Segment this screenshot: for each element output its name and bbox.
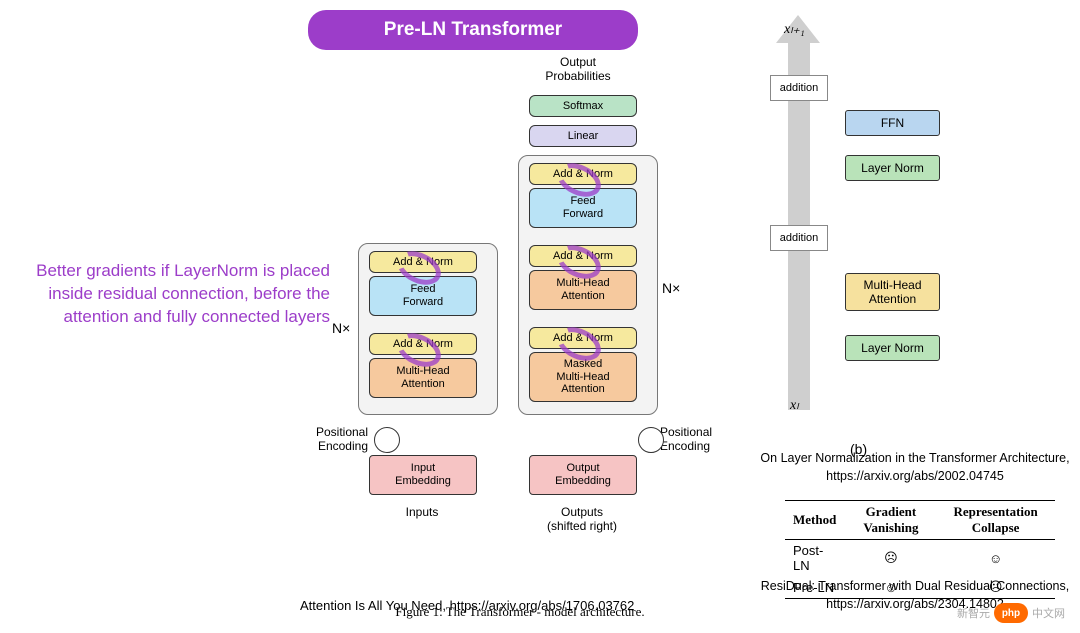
inputs-label: Inputs [372, 505, 472, 519]
watermark: 新智元 php 中文网 [957, 603, 1065, 623]
dec-ff: Feed Forward [529, 188, 637, 228]
watermark-text2: 中文网 [1032, 605, 1065, 621]
citation-attention: Attention Is All You Need, https://arxiv… [300, 598, 634, 613]
layernorm-bottom: Layer Norm [845, 335, 940, 361]
addition-top: addition [770, 75, 828, 101]
pos-enc-left: Positional Encoding [288, 425, 368, 453]
watermark-text1: 新智元 [957, 605, 990, 621]
cell-method-0: Post-LN [785, 540, 846, 577]
th-rep: Representation Collapse [936, 501, 1055, 540]
enc-mha: Multi-Head Attention [369, 358, 477, 398]
attention-link[interactable]: https://arxiv.org/abs/1706.03762 [450, 598, 635, 613]
enc-addnorm-1: Add & Norm [369, 251, 477, 273]
output-prob-label: Output Probabilities [528, 55, 628, 83]
dec-mha: Multi-Head Attention [529, 270, 637, 310]
transformer-diagram: Output Probabilities Softmax Linear Add … [340, 55, 690, 585]
th-method: Method [785, 501, 846, 540]
preln-block-diagram: xₗ₊₁ xₗ addition FFN Layer Norm addition… [770, 15, 970, 435]
nx-decoder: N× [662, 280, 680, 296]
th-grad: Gradient Vanishing [846, 501, 937, 540]
mha-block: Multi-Head Attention [845, 273, 940, 311]
attention-title: Attention Is All You Need, [300, 598, 450, 613]
pe-circle-left [374, 427, 400, 453]
enc-ff: Feed Forward [369, 276, 477, 316]
ffn-block: FFN [845, 110, 940, 136]
side-caption: Better gradients if LayerNorm is placed … [20, 260, 330, 329]
dec-addnorm-2: Add & Norm [529, 245, 637, 267]
dec-addnorm-1: Add & Norm [529, 163, 637, 185]
nx-encoder: N× [332, 320, 350, 336]
layernorm-top: Layer Norm [845, 155, 940, 181]
table-row: Post-LN ☹ ☺ [785, 540, 1055, 577]
pos-enc-right: Positional Encoding [660, 425, 740, 453]
softmax-block: Softmax [529, 95, 637, 117]
cell-grad-0: ☹ [846, 540, 937, 577]
dec-addnorm-3: Add & Norm [529, 327, 637, 349]
title-badge: Pre-LN Transformer [308, 10, 638, 50]
input-embedding: Input Embedding [369, 455, 477, 495]
cell-rep-0: ☺ [936, 540, 1055, 577]
residual-title: ResiDual: Transformer with Dual Residual… [761, 579, 1069, 593]
php-badge-icon: php [994, 603, 1028, 623]
addition-bottom: addition [770, 225, 828, 251]
x-l-plus-1: xₗ₊₁ [784, 21, 805, 38]
enc-addnorm-2: Add & Norm [369, 333, 477, 355]
pe-circle-right [638, 427, 664, 453]
ln-paper-title: On Layer Normalization in the Transforme… [760, 451, 1069, 465]
citation-layernorm: On Layer Normalization in the Transforme… [760, 450, 1070, 485]
output-embedding: Output Embedding [529, 455, 637, 495]
ln-paper-link[interactable]: https://arxiv.org/abs/2002.04745 [826, 469, 1004, 483]
x-l: xₗ [790, 397, 799, 414]
dec-masked-mha: Masked Multi-Head Attention [529, 352, 637, 402]
outputs-label: Outputs (shifted right) [532, 505, 632, 533]
linear-block: Linear [529, 125, 637, 147]
